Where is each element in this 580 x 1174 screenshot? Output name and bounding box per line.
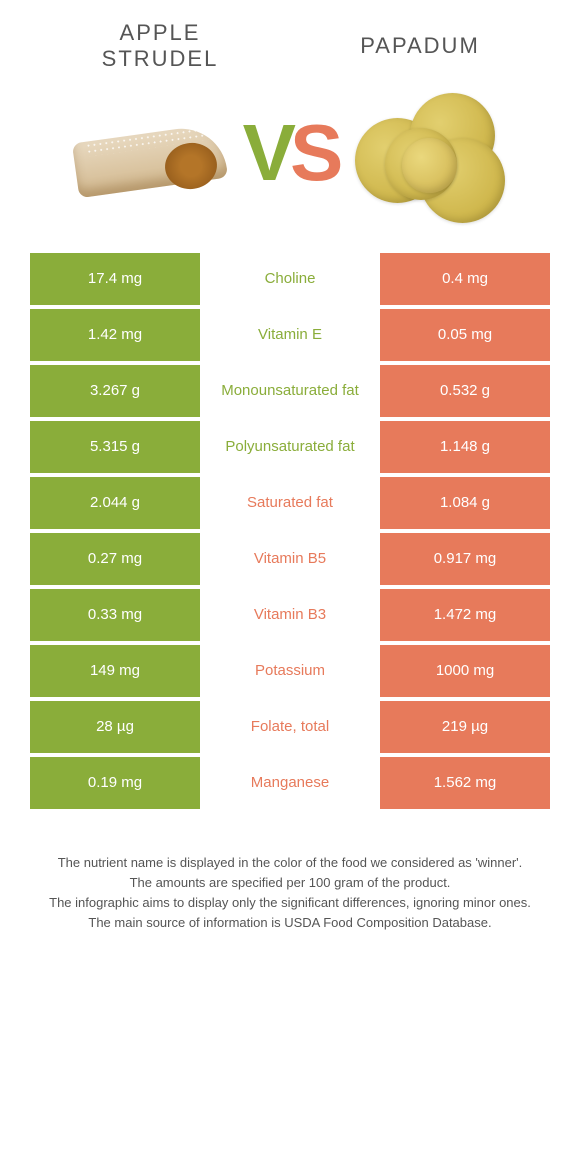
right-value: 0.4 mg xyxy=(380,253,550,305)
right-value: 1000 mg xyxy=(380,645,550,697)
food1-title-l1: APPLE xyxy=(120,20,201,45)
food2-title: PAPADUM xyxy=(290,33,550,59)
nutrient-name: Monounsaturated fat xyxy=(200,365,380,417)
left-value: 0.19 mg xyxy=(30,757,200,809)
nutrient-name: Folate, total xyxy=(200,701,380,753)
right-value: 0.917 mg xyxy=(380,533,550,585)
table-row: 149 mgPotassium1000 mg xyxy=(30,645,550,697)
table-row: 0.19 mgManganese1.562 mg xyxy=(30,757,550,809)
comparison-table: 17.4 mgCholine0.4 mg1.42 mgVitamin E0.05… xyxy=(0,253,580,809)
table-row: 28 µgFolate, total219 µg xyxy=(30,701,550,753)
left-value: 2.044 g xyxy=(30,477,200,529)
nutrient-name: Polyunsaturated fat xyxy=(200,421,380,473)
vs-s: S xyxy=(290,107,337,199)
left-value: 1.42 mg xyxy=(30,309,200,361)
footer-l3: The infographic aims to display only the… xyxy=(30,893,550,913)
header: APPLE STRUDEL PAPADUM xyxy=(0,0,580,83)
right-value: 1.084 g xyxy=(380,477,550,529)
nutrient-name: Vitamin B3 xyxy=(200,589,380,641)
nutrient-name: Manganese xyxy=(200,757,380,809)
vs-label: V S xyxy=(235,107,346,199)
vs-row: V S xyxy=(0,83,580,253)
table-row: 3.267 gMonounsaturated fat0.532 g xyxy=(30,365,550,417)
footer-l4: The main source of information is USDA F… xyxy=(30,913,550,933)
right-value: 1.472 mg xyxy=(380,589,550,641)
left-value: 5.315 g xyxy=(30,421,200,473)
left-value: 0.27 mg xyxy=(30,533,200,585)
right-value: 0.532 g xyxy=(380,365,550,417)
nutrient-name: Vitamin B5 xyxy=(200,533,380,585)
footer: The nutrient name is displayed in the co… xyxy=(0,813,580,964)
nutrient-name: Saturated fat xyxy=(200,477,380,529)
right-value: 1.562 mg xyxy=(380,757,550,809)
table-row: 0.33 mgVitamin B31.472 mg xyxy=(30,589,550,641)
table-row: 17.4 mgCholine0.4 mg xyxy=(30,253,550,305)
left-value: 0.33 mg xyxy=(30,589,200,641)
right-value: 1.148 g xyxy=(380,421,550,473)
left-value: 17.4 mg xyxy=(30,253,200,305)
food1-title: APPLE STRUDEL xyxy=(30,20,290,73)
food1-image xyxy=(65,83,235,223)
food1-title-l2: STRUDEL xyxy=(102,46,219,71)
right-value: 0.05 mg xyxy=(380,309,550,361)
nutrient-name: Choline xyxy=(200,253,380,305)
table-row: 0.27 mgVitamin B50.917 mg xyxy=(30,533,550,585)
vs-v: V xyxy=(243,107,290,199)
food2-image xyxy=(345,83,515,223)
nutrient-name: Vitamin E xyxy=(200,309,380,361)
table-row: 1.42 mgVitamin E0.05 mg xyxy=(30,309,550,361)
left-value: 28 µg xyxy=(30,701,200,753)
right-value: 219 µg xyxy=(380,701,550,753)
table-row: 2.044 gSaturated fat1.084 g xyxy=(30,477,550,529)
food2-title-l1: PAPADUM xyxy=(360,33,480,58)
table-row: 5.315 gPolyunsaturated fat1.148 g xyxy=(30,421,550,473)
footer-l1: The nutrient name is displayed in the co… xyxy=(30,853,550,873)
left-value: 149 mg xyxy=(30,645,200,697)
footer-l2: The amounts are specified per 100 gram o… xyxy=(30,873,550,893)
nutrient-name: Potassium xyxy=(200,645,380,697)
left-value: 3.267 g xyxy=(30,365,200,417)
